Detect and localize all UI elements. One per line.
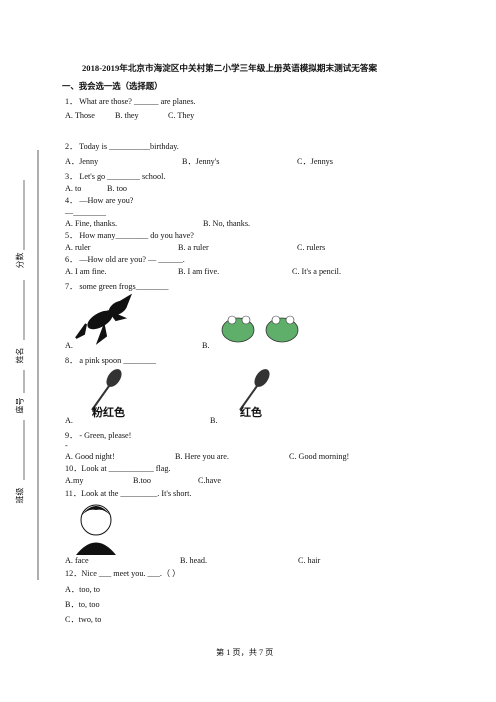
- option: C. rulers: [297, 243, 326, 252]
- option: A．too, to: [65, 585, 101, 594]
- option: A. I am fine.: [65, 267, 107, 276]
- option: A.: [65, 341, 73, 350]
- image-label: 红色: [240, 406, 262, 419]
- option: C. Good morning!: [289, 452, 350, 461]
- option: A. face: [65, 556, 89, 565]
- footer: 第 1 页，共 7 页: [216, 648, 274, 657]
- question-stem: 7． some green frogs________: [65, 282, 169, 291]
- question-stem: 6． —How old are you? — ______.: [65, 255, 185, 264]
- option: B. No, thanks.: [203, 219, 251, 228]
- option: A. to: [65, 184, 82, 193]
- question-stem: 5． How many________ do you have?: [65, 231, 194, 240]
- option: B. too: [107, 184, 128, 193]
- question-stem: 3． Let's go ________ school.: [65, 172, 166, 181]
- image-label: 粉红色: [92, 406, 125, 419]
- green-frogs: [221, 315, 299, 343]
- option: B.: [210, 416, 218, 425]
- option: A.: [65, 416, 73, 425]
- option: A. Those: [65, 111, 95, 120]
- option: B．to, too: [65, 600, 100, 609]
- option: A.my: [65, 476, 84, 485]
- option: B.too: [133, 476, 151, 485]
- section-heading: 一、我会选一选（选择题）: [62, 81, 163, 91]
- option: C．two, to: [65, 615, 102, 624]
- option: B．Jenny's: [182, 157, 220, 166]
- option: A. Good night!: [65, 452, 115, 461]
- title: 2018-2019年北京市海淀区中关村第二小学三年级上册英语模拟期末测试无答案: [82, 63, 378, 73]
- option: B. Here you are.: [175, 452, 229, 461]
- option: B. a ruler: [178, 243, 209, 252]
- question-stem: 11．Look at the _________. It's short.: [65, 489, 192, 498]
- sidebar-label: 姓名: [15, 347, 25, 364]
- option: C. It's a pencil.: [292, 267, 341, 276]
- question-stem: 12．Nice ___ meet you. ___.（ ）: [65, 569, 181, 578]
- option: C．Jennys: [297, 157, 333, 166]
- option: C. They: [168, 111, 195, 120]
- option: A．Jenny: [65, 157, 99, 166]
- question-stem: 2． Today is __________birthday.: [65, 142, 179, 151]
- answer-line: -: [65, 441, 68, 450]
- option: C. hair: [298, 556, 321, 565]
- question-stem: 4． —How are you?: [65, 196, 134, 205]
- option: B. I am five.: [178, 267, 220, 276]
- answer-line: —________: [65, 208, 106, 217]
- question-stem: 8． a pink spoon ________: [65, 356, 156, 365]
- question-stem: 10．Look at ___________ flag.: [65, 464, 171, 473]
- sidebar-label: 分数: [15, 252, 25, 269]
- option: B.: [202, 341, 210, 350]
- option: C.have: [198, 476, 221, 485]
- option: A. Fine, thanks.: [65, 219, 118, 228]
- option: B. they: [115, 111, 139, 120]
- spoons: [91, 369, 270, 411]
- option: B. head.: [180, 556, 208, 565]
- option: A. ruler: [65, 243, 91, 252]
- question-stem: 1． What are those? ______ are planes.: [65, 97, 196, 106]
- sidebar-label: 班级: [15, 487, 25, 504]
- sidebar-label: 座号: [15, 397, 25, 414]
- question-stem: 9． - Green, please!: [65, 431, 132, 440]
- black-frogs: [75, 293, 133, 345]
- boy: [76, 504, 116, 555]
